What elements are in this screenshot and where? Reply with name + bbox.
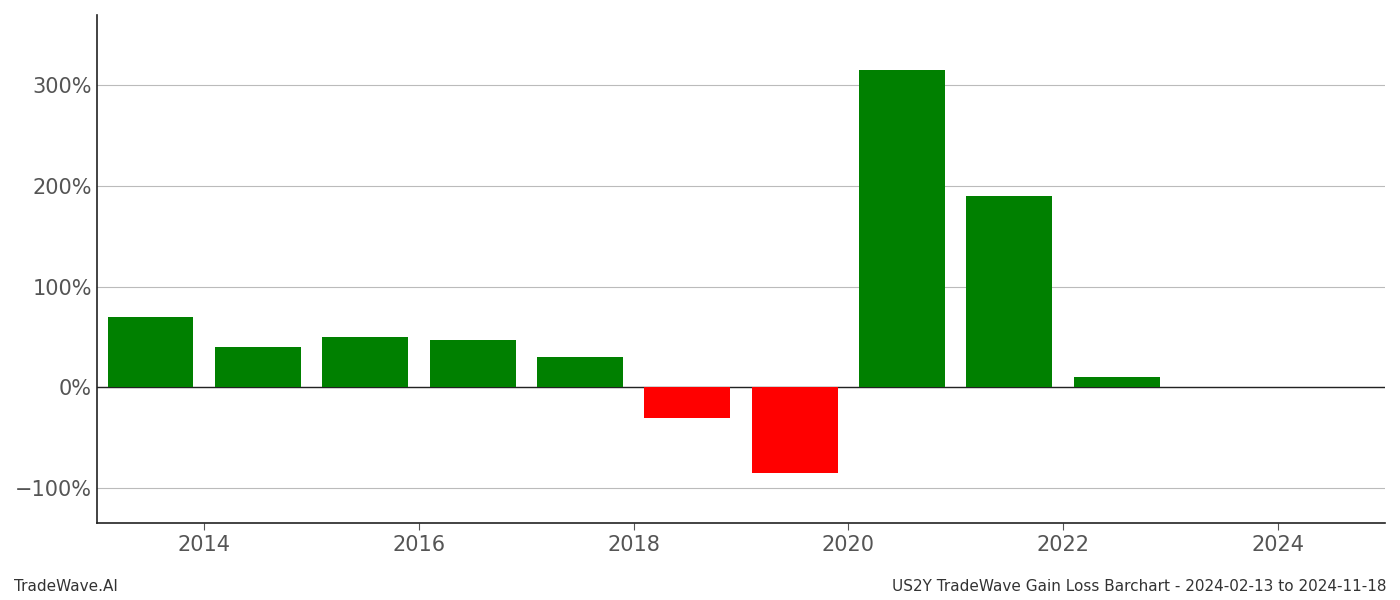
Bar <box>644 388 731 418</box>
Bar <box>752 388 837 473</box>
Bar <box>108 317 193 388</box>
Bar <box>966 196 1053 388</box>
Bar <box>1074 377 1159 388</box>
Text: TradeWave.AI: TradeWave.AI <box>14 579 118 594</box>
Bar <box>216 347 301 388</box>
Bar <box>322 337 409 388</box>
Text: US2Y TradeWave Gain Loss Barchart - 2024-02-13 to 2024-11-18: US2Y TradeWave Gain Loss Barchart - 2024… <box>892 579 1386 594</box>
Bar <box>860 70 945 388</box>
Bar <box>430 340 515 388</box>
Bar <box>538 357 623 388</box>
